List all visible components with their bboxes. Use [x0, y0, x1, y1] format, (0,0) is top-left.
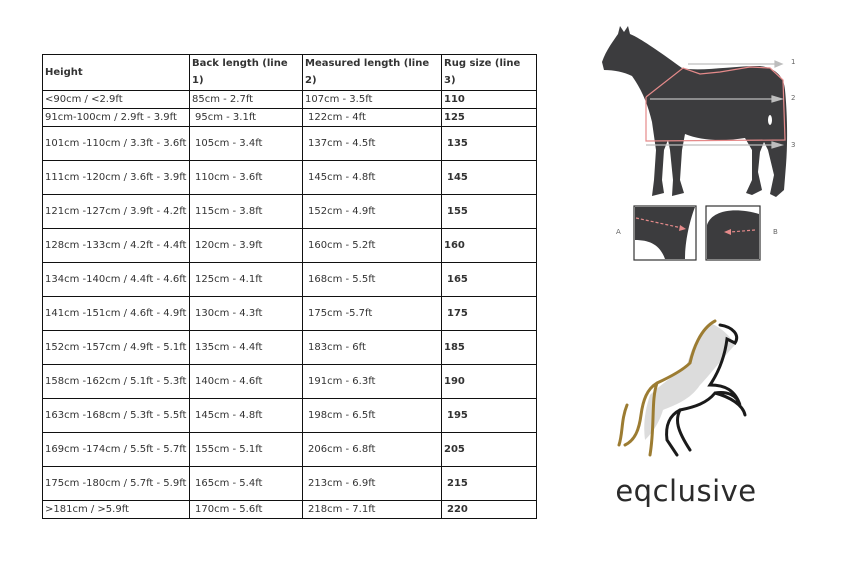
cell-back-length: 85cm - 2.7ft: [189, 90, 303, 109]
cell-rug-size: 160: [441, 228, 537, 263]
cell-measured-length: 145cm - 4.8ft: [302, 160, 442, 195]
inset-a: [633, 205, 697, 261]
line-label-2: 2: [791, 94, 796, 102]
table-row: 111cm -120cm / 3.6ft - 3.9ft 110cm - 3.6f…: [42, 160, 537, 195]
table-row: 121cm -127cm / 3.9ft - 4.2ft 115cm - 3.8f…: [42, 194, 537, 229]
cell-measured-length: 168cm - 5.5ft: [302, 262, 442, 297]
table-row: 175cm -180cm / 5.7ft - 5.9ft 165cm - 5.4f…: [42, 466, 537, 501]
table-row: 152cm -157cm / 4.9ft - 5.1ft 135cm - 4.4f…: [42, 330, 537, 365]
cell-height: 101cm -110cm / 3.3ft - 3.6ft: [42, 126, 190, 161]
cell-back-length: 140cm - 4.6ft: [189, 364, 303, 399]
cell-height: 175cm -180cm / 5.7ft - 5.9ft: [42, 466, 190, 501]
cell-rug-size: 185: [441, 330, 537, 365]
cell-rug-size: 145: [441, 160, 537, 195]
header-measured-length: Measured length (line 2): [302, 54, 442, 91]
cell-measured-length: 191cm - 6.3ft: [302, 364, 442, 399]
cell-back-length: 145cm - 4.8ft: [189, 398, 303, 433]
rug-outline: [645, 66, 786, 142]
table-row: 91cm-100cm / 2.9ft - 3.9ft 95cm - 3.1ft 12…: [42, 108, 537, 127]
header-back-length: Back length (line 1): [189, 54, 303, 91]
brand-name: eqclusive: [615, 474, 757, 508]
table-row: <90cm / <2.9ft 85cm - 2.7ft 107cm - 3.5ft 1…: [42, 90, 537, 109]
header-rug-size: Rug size (line 3): [441, 54, 537, 91]
table-row: 128cm -133cm / 4.2ft - 4.4ft 120cm - 3.9f…: [42, 228, 537, 263]
inset-label-b: B: [773, 228, 778, 236]
cell-height: 163cm -168cm / 5.3ft - 5.5ft: [42, 398, 190, 433]
cell-measured-length: 198cm - 6.5ft: [302, 398, 442, 433]
cell-rug-size: 195: [441, 398, 537, 433]
cell-height: 152cm -157cm / 4.9ft - 5.1ft: [42, 330, 190, 365]
inset-label-a: A: [616, 228, 621, 236]
header-height: Height: [42, 54, 190, 91]
cell-measured-length: 175cm -5.7ft: [302, 296, 442, 331]
size-chart-table: Height Back length (line 1) Measured len…: [42, 54, 537, 519]
cell-measured-length: 107cm - 3.5ft: [302, 90, 442, 109]
cell-measured-length: 213cm - 6.9ft: [302, 466, 442, 501]
cell-height: 128cm -133cm / 4.2ft - 4.4ft: [42, 228, 190, 263]
cell-back-length: 170cm - 5.6ft: [189, 500, 303, 519]
line-label-3: 3: [791, 141, 796, 149]
cell-height: 169cm -174cm / 5.5ft - 5.7ft: [42, 432, 190, 467]
cell-back-length: 155cm - 5.1ft: [189, 432, 303, 467]
cell-height: 158cm -162cm / 5.1ft - 5.3ft: [42, 364, 190, 399]
cell-measured-length: 160cm - 5.2ft: [302, 228, 442, 263]
cell-measured-length: 152cm - 4.9ft: [302, 194, 442, 229]
cell-rug-size: 155: [441, 194, 537, 229]
cell-back-length: 105cm - 3.4ft: [189, 126, 303, 161]
cell-height: <90cm / <2.9ft: [42, 90, 190, 109]
cell-rug-size: 215: [441, 466, 537, 501]
cell-height: 141cm -151cm / 4.6ft - 4.9ft: [42, 296, 190, 331]
cell-back-length: 135cm - 4.4ft: [189, 330, 303, 365]
table-row: 141cm -151cm / 4.6ft - 4.9ft 130cm - 4.3f…: [42, 296, 537, 331]
horse-detail: [768, 115, 772, 125]
table-row: 158cm -162cm / 5.1ft - 5.3ft 140cm - 4.6f…: [42, 364, 537, 399]
table-row: 101cm -110cm / 3.3ft - 3.6ft 105cm - 3.4f…: [42, 126, 537, 161]
cell-rug-size: 190: [441, 364, 537, 399]
table-header-row: Height Back length (line 1) Measured len…: [42, 54, 537, 91]
cell-rug-size: 125: [441, 108, 537, 127]
horse-measurement-diagram: [602, 26, 788, 261]
horse-silhouette: [602, 26, 788, 197]
table-row: 163cm -168cm / 5.3ft - 5.5ft 145cm - 4.8f…: [42, 398, 537, 433]
cell-back-length: 115cm - 3.8ft: [189, 194, 303, 229]
measurement-arrows: [646, 60, 785, 149]
cell-measured-length: 218cm - 7.1ft: [302, 500, 442, 519]
cell-measured-length: 183cm - 6ft: [302, 330, 442, 365]
cell-rug-size: 175: [441, 296, 537, 331]
cell-rug-size: 110: [441, 90, 537, 109]
table-row: 169cm -174cm / 5.5ft - 5.7ft 155cm - 5.1f…: [42, 432, 537, 467]
cell-rug-size: 165: [441, 262, 537, 297]
cell-rug-size: 220: [441, 500, 537, 519]
cell-back-length: 165cm - 5.4ft: [189, 466, 303, 501]
cell-back-length: 125cm - 4.1ft: [189, 262, 303, 297]
cell-height: >181cm / >5.9ft: [42, 500, 190, 519]
cell-back-length: 110cm - 3.6ft: [189, 160, 303, 195]
cell-measured-length: 137cm - 4.5ft: [302, 126, 442, 161]
cell-rug-size: 205: [441, 432, 537, 467]
cell-back-length: 95cm - 3.1ft: [189, 108, 303, 127]
cell-height: 134cm -140cm / 4.4ft - 4.6ft: [42, 262, 190, 297]
inset-b: [705, 205, 761, 261]
cell-measured-length: 122cm - 4ft: [302, 108, 442, 127]
cell-measured-length: 206cm - 6.8ft: [302, 432, 442, 467]
eqclusive-logo-horse: [617, 319, 747, 457]
cell-rug-size: 135: [441, 126, 537, 161]
line-label-1: 1: [791, 58, 796, 66]
cell-height: 121cm -127cm / 3.9ft - 4.2ft: [42, 194, 190, 229]
cell-back-length: 120cm - 3.9ft: [189, 228, 303, 263]
table-row: 134cm -140cm / 4.4ft - 4.6ft 125cm - 4.1f…: [42, 262, 537, 297]
cell-back-length: 130cm - 4.3ft: [189, 296, 303, 331]
cell-height: 111cm -120cm / 3.6ft - 3.9ft: [42, 160, 190, 195]
table-row: >181cm / >5.9ft 170cm - 5.6ft 218cm - 7.1f…: [42, 500, 537, 519]
cell-height: 91cm-100cm / 2.9ft - 3.9ft: [42, 108, 190, 127]
